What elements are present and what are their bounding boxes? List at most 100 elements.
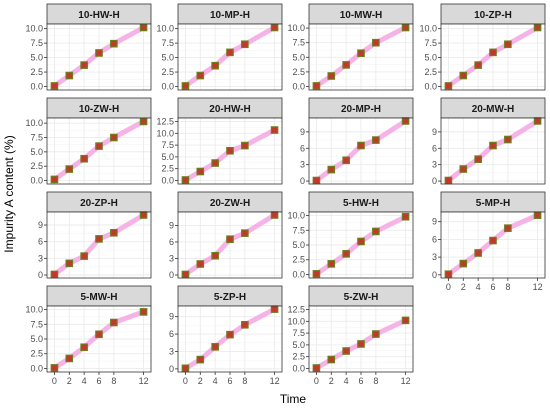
panel-10-hw-h: 10-HW-H 0.0 2.5 5.0 7.5 10.0	[25, 3, 152, 92]
panel-20-mp-h: 20-MP-H 0 3 6 9	[300, 97, 414, 186]
x-tick-label: 12	[401, 376, 411, 386]
panel-10-mp-h: 10-MP-H 0.0 2.5 5.0 7.5 10.0	[156, 3, 283, 92]
y-tick-label: 2.5	[424, 67, 437, 77]
panel-20-zw-h: 20-ZW-H 0 3 6 9	[169, 191, 283, 280]
strip-label-10-mp-h: 10-MP-H	[210, 10, 250, 21]
y-tick-label: 2.5	[292, 67, 305, 77]
data-point-10-zw-h-2	[80, 154, 88, 163]
x-tick-label: 2	[67, 376, 72, 386]
y-tick-label: 10.0	[287, 316, 305, 326]
data-point-20-mp-h-4	[372, 136, 380, 144]
x-tick-label: 6	[358, 376, 363, 386]
y-tick-label: 5.0	[30, 334, 43, 344]
strip-label-10-mw-h: 10-MW-H	[340, 10, 383, 21]
panel-border-20-hw-h	[177, 117, 283, 185]
y-tick-label: 0.0	[30, 363, 43, 373]
data-point-20-zw-h-4	[241, 229, 249, 237]
data-point-5-zw-h-5	[401, 316, 410, 325]
data-point-5-mp-h-4	[504, 224, 512, 232]
data-point-5-hw-h-1	[327, 260, 336, 268]
x-tick-label: 2	[198, 376, 203, 386]
x-tick-label: 4	[82, 376, 87, 386]
panel-border-10-zw-h	[46, 117, 152, 185]
data-point-20-zw-h-1	[196, 260, 205, 268]
data-point-10-mp-h-1	[196, 71, 205, 80]
data-point-5-mw-h-0	[50, 364, 59, 372]
data-point-10-zp-h-5	[533, 23, 542, 32]
y-tick-label: 2.5	[161, 164, 174, 174]
data-point-5-zp-h-4	[241, 320, 249, 329]
y-tick-label: 7.5	[30, 319, 43, 329]
panel-10-zw-h: 10-ZW-H 0.0 2.5 5.0 7.5 10.0	[25, 97, 152, 186]
data-point-10-hw-h-0	[50, 82, 59, 90]
data-point-5-hw-h-5	[401, 212, 410, 221]
x-tick-label: 4	[476, 282, 481, 292]
y-tick-label: 7.5	[30, 133, 43, 143]
y-tick-label: 9	[38, 220, 43, 230]
y-tick-label: 0	[169, 270, 174, 280]
data-point-20-hw-h-2	[211, 159, 219, 167]
x-tick-label: 2	[461, 282, 466, 292]
y-tick-label: 5.0	[424, 53, 437, 63]
strip-label-20-hw-h: 20-HW-H	[209, 104, 250, 115]
y-tick-label: 6	[169, 329, 174, 339]
x-tick-label: 4	[213, 376, 218, 386]
x-tick-label: 12	[533, 282, 543, 292]
y-tick-label: 0	[432, 270, 437, 280]
data-point-10-mp-h-5	[270, 23, 279, 32]
y-tick-label: 6	[432, 143, 437, 153]
data-point-10-mp-h-2	[211, 61, 219, 70]
x-tick-label: 0	[446, 282, 451, 292]
y-tick-label: 9	[432, 127, 437, 137]
y-tick-label: 2.5	[292, 352, 305, 362]
data-point-20-hw-h-5	[270, 126, 279, 134]
data-point-5-zw-h-1	[327, 355, 336, 364]
y-tick-label: 10.0	[156, 24, 174, 34]
y-tick-label: 9	[169, 312, 174, 322]
strip-label-20-mw-h: 20-MW-H	[472, 104, 515, 115]
y-tick-label: 5.0	[292, 52, 305, 62]
data-point-20-mp-h-5	[401, 117, 410, 125]
panel-border-10-mp-h	[177, 23, 283, 91]
panel-border-20-zw-h	[177, 211, 283, 279]
y-tick-label: 0.0	[424, 82, 437, 92]
data-point-5-zw-h-4	[372, 330, 380, 338]
data-point-10-zp-h-2	[474, 61, 482, 69]
y-tick-label: 5.0	[161, 152, 174, 162]
data-point-5-hw-h-4	[372, 227, 380, 236]
data-point-20-mp-h-2	[342, 156, 350, 165]
x-tick-label: 12	[139, 376, 149, 386]
data-point-20-mw-h-4	[504, 135, 512, 144]
data-point-5-hw-h-0	[312, 270, 321, 278]
data-point-5-zp-h-0	[181, 364, 190, 373]
strip-label-10-hw-h: 10-HW-H	[78, 10, 119, 21]
data-point-20-mp-h-0	[312, 176, 321, 185]
y-tick-label: 3	[300, 160, 305, 170]
data-point-5-mw-h-4	[110, 318, 118, 327]
data-point-20-hw-h-0	[181, 176, 190, 184]
y-tick-label: 12.5	[156, 117, 174, 127]
y-tick-label: 2.5	[161, 67, 174, 77]
x-tick-label: 6	[227, 376, 232, 386]
data-point-10-mw-h-2	[342, 61, 350, 69]
x-tick-label: 0	[52, 376, 57, 386]
strip-label-20-zp-h: 20-ZP-H	[80, 198, 118, 209]
y-tick-label: 0	[300, 176, 305, 186]
y-tick-label: 9	[432, 217, 437, 227]
y-tick-label: 0	[432, 176, 437, 186]
y-tick-label: 7.5	[292, 38, 305, 48]
y-tick-label: 6	[38, 237, 43, 247]
y-tick-label: 7.5	[424, 38, 437, 48]
x-tick-label: 8	[373, 376, 378, 386]
data-point-5-zp-h-1	[196, 355, 205, 364]
data-point-5-zp-h-2	[211, 343, 219, 351]
data-point-20-zp-h-4	[110, 228, 118, 237]
data-point-20-mw-h-5	[533, 117, 542, 125]
data-point-20-hw-h-1	[196, 167, 205, 176]
panel-border-10-zp-h	[440, 23, 546, 91]
data-point-10-zw-h-3	[95, 142, 103, 150]
x-tick-label: 0	[314, 376, 319, 386]
x-tick-label: 8	[505, 282, 510, 292]
y-tick-label: 2.5	[30, 349, 43, 359]
